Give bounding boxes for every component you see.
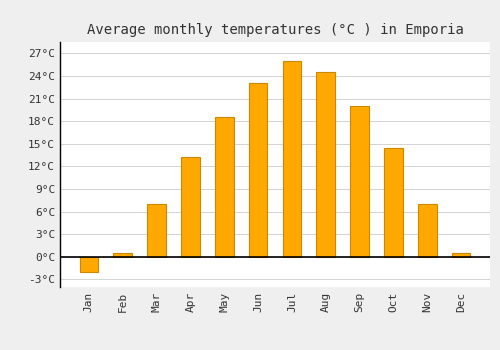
Bar: [316, 72, 335, 257]
Bar: [147, 204, 166, 257]
Bar: [282, 61, 301, 257]
Bar: [452, 253, 470, 257]
Bar: [384, 148, 403, 257]
Bar: [418, 204, 436, 257]
Bar: [80, 257, 98, 272]
Bar: [181, 158, 200, 257]
Title: Average monthly temperatures (°C ) in Emporia: Average monthly temperatures (°C ) in Em…: [86, 23, 464, 37]
Bar: [350, 106, 369, 257]
Bar: [249, 83, 268, 257]
Bar: [215, 117, 234, 257]
Bar: [114, 253, 132, 257]
